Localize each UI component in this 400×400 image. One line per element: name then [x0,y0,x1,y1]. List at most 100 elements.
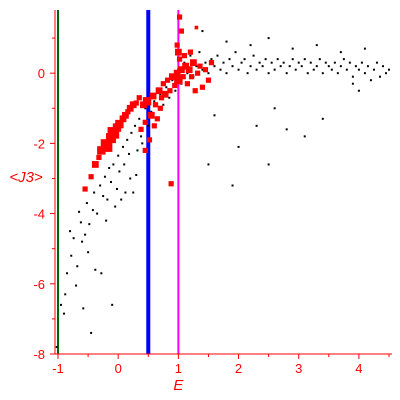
data-point [119,115,127,123]
data-point [201,30,204,33]
data-point [142,97,152,106]
data-point [94,268,97,271]
data-point [109,181,112,183]
x-tick-label: 1 [175,361,182,376]
data-point [369,79,372,82]
x-tick-label: -1 [52,361,64,376]
data-point [339,51,342,54]
data-point [186,72,189,75]
data-point [176,14,183,20]
data-point [60,303,63,306]
data-point [208,60,215,66]
data-point [149,92,157,100]
data-point [165,86,168,89]
data-point [195,70,201,76]
data-point [82,307,85,310]
data-point [234,51,237,54]
data-point [318,58,321,61]
data-point [231,65,234,68]
x-tick-label: 0 [115,361,122,376]
data-point [315,65,318,68]
data-point [75,284,78,287]
vertical-reference-lines [57,10,180,354]
data-point [202,67,209,73]
data-point [249,44,252,47]
data-point [140,135,143,138]
data-point [201,68,204,71]
data-point [291,47,294,50]
data-point [249,65,252,68]
data-point [72,237,75,240]
data-point [357,89,360,92]
data-point [294,68,297,71]
data-point [282,61,285,64]
data-point [189,74,195,80]
data-point [82,186,88,192]
data-point [330,68,333,71]
data-point [126,104,134,112]
data-point [192,88,198,94]
data-point [159,93,162,96]
data-point [66,272,69,275]
data-point [69,230,72,233]
data-point [160,81,166,87]
data-point [96,212,99,215]
data-point [273,68,276,71]
y-tick-label: -8 [33,347,45,362]
data-point [183,61,186,64]
data-point [363,72,366,75]
data-point [178,28,184,34]
data-point [151,123,157,129]
data-point [237,68,240,71]
data-point [63,312,66,315]
data-point [87,251,90,254]
data-point [174,42,180,48]
x-tick-label: 4 [355,361,362,376]
data-point [372,68,375,71]
data-point [285,72,288,75]
data-point [161,90,169,98]
data-point [78,210,81,213]
data-point [297,61,300,64]
data-point [184,81,190,87]
data-point [324,61,327,64]
data-point [142,119,148,125]
data-point [261,65,264,68]
data-point [255,124,258,127]
data-point [97,146,106,155]
black-series [55,30,390,348]
data-point [213,65,216,68]
y-axis-title: <J3> [9,169,43,186]
data-point [207,72,210,75]
data-point [207,163,210,166]
data-point [225,72,228,75]
data-point [167,88,173,94]
data-point [130,131,133,134]
data-point [384,72,387,75]
data-point [79,221,82,224]
ticks: -1 0 1 2 3 4 -8 -6 -4 -2 0 [33,37,390,376]
data-point [124,191,127,194]
data-point [132,191,135,194]
data-point [348,61,351,64]
data-point [125,109,131,115]
data-point [255,68,258,71]
data-point [111,303,114,306]
y-tick-label: 0 [38,66,45,81]
data-point [378,75,381,78]
data-point [64,293,67,296]
data-point [315,44,318,47]
data-point [339,65,342,68]
data-point [182,62,189,70]
data-point [381,65,384,68]
data-point [133,100,139,106]
data-point [171,79,174,82]
data-point [155,87,163,95]
x-tick-label: 3 [295,361,302,376]
data-point [129,101,137,109]
data-point [102,195,105,198]
data-point [173,69,181,77]
data-point [129,177,132,180]
data-point [210,58,213,61]
data-point [225,40,228,43]
